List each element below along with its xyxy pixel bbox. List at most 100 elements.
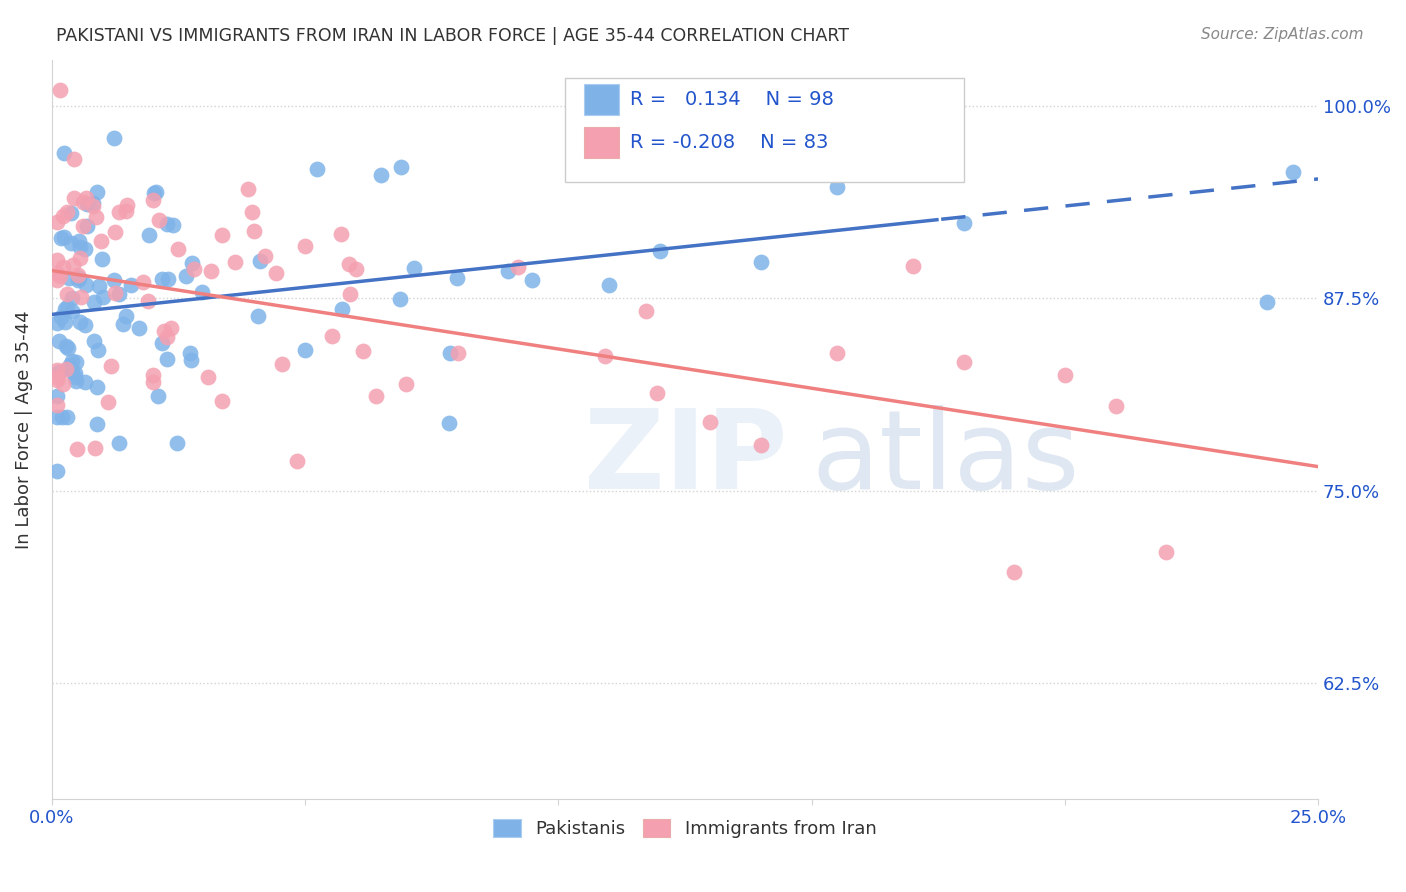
Point xyxy=(395,376,418,391)
Point xyxy=(108,436,131,450)
Point xyxy=(162,218,184,232)
Point xyxy=(84,210,107,224)
Point xyxy=(73,243,96,257)
Point xyxy=(89,235,111,249)
Point xyxy=(156,351,179,366)
Point xyxy=(45,214,67,228)
Point xyxy=(174,268,197,283)
Point xyxy=(45,373,67,387)
Point xyxy=(83,441,105,455)
Point xyxy=(49,310,72,325)
Point xyxy=(45,272,67,286)
Point xyxy=(66,442,89,456)
Point xyxy=(157,272,180,286)
Point xyxy=(60,304,83,318)
Point xyxy=(82,195,104,210)
Point xyxy=(1002,566,1025,580)
Text: R = -0.208    N = 83: R = -0.208 N = 83 xyxy=(630,133,830,152)
Point xyxy=(142,368,165,382)
Point xyxy=(294,343,316,357)
Point xyxy=(67,235,90,249)
Bar xyxy=(583,127,619,158)
Point xyxy=(60,353,83,368)
Point xyxy=(191,285,214,299)
Point xyxy=(60,235,83,250)
Point xyxy=(56,205,79,219)
Point xyxy=(648,244,671,258)
Point xyxy=(107,205,129,219)
Point xyxy=(156,330,179,344)
Text: PAKISTANI VS IMMIGRANTS FROM IRAN IN LABOR FORCE | AGE 35-44 CORRELATION CHART: PAKISTANI VS IMMIGRANTS FROM IRAN IN LAB… xyxy=(56,27,849,45)
Point xyxy=(238,182,260,196)
Point xyxy=(67,268,90,283)
Point xyxy=(337,257,360,271)
Text: Source: ZipAtlas.com: Source: ZipAtlas.com xyxy=(1201,27,1364,42)
Point xyxy=(506,260,529,275)
Point xyxy=(86,379,108,393)
Point xyxy=(1256,295,1278,310)
Point xyxy=(53,301,76,316)
Point xyxy=(141,376,163,390)
Point xyxy=(211,394,233,409)
Point xyxy=(246,309,269,323)
Point xyxy=(166,435,188,450)
Text: atlas: atlas xyxy=(811,405,1080,512)
Point xyxy=(53,146,76,161)
Point xyxy=(952,217,974,231)
Point xyxy=(48,334,70,348)
Legend: Pakistanis, Immigrants from Iran: Pakistanis, Immigrants from Iran xyxy=(486,812,883,846)
Point xyxy=(60,291,83,305)
Point xyxy=(62,152,84,166)
Point xyxy=(55,300,77,314)
Point xyxy=(120,278,142,293)
Point xyxy=(439,346,461,360)
Point xyxy=(330,227,353,241)
Point xyxy=(75,278,97,293)
Point xyxy=(72,194,94,209)
Point xyxy=(100,359,122,373)
Point xyxy=(243,224,266,238)
Point xyxy=(65,374,87,388)
Point xyxy=(83,295,105,310)
Point xyxy=(143,186,166,201)
Point xyxy=(66,272,89,286)
Point xyxy=(69,252,91,266)
Point xyxy=(593,350,616,364)
Point xyxy=(825,345,848,359)
Point xyxy=(447,345,470,359)
Point xyxy=(91,290,114,304)
Point xyxy=(72,219,94,234)
Point xyxy=(200,263,222,277)
Point xyxy=(305,162,328,177)
Text: ZIP: ZIP xyxy=(583,405,787,512)
Point xyxy=(59,359,82,373)
Point xyxy=(55,410,77,425)
Point xyxy=(63,369,86,384)
Point xyxy=(48,365,70,379)
Point xyxy=(117,198,139,212)
Point xyxy=(104,286,127,301)
Point xyxy=(49,268,72,283)
Point xyxy=(366,389,388,403)
Point xyxy=(496,264,519,278)
Point xyxy=(389,161,412,175)
Point xyxy=(86,185,108,199)
Point xyxy=(70,290,93,304)
Point xyxy=(142,193,165,207)
Point xyxy=(183,262,205,277)
Point xyxy=(636,304,658,318)
Point xyxy=(104,225,127,239)
Point xyxy=(69,315,91,329)
Point xyxy=(55,362,77,376)
Point xyxy=(45,316,67,330)
Point xyxy=(330,302,353,317)
Point xyxy=(1281,165,1303,179)
Point xyxy=(851,109,873,123)
Point xyxy=(197,370,219,384)
Bar xyxy=(583,84,619,115)
Point xyxy=(45,464,67,478)
Point xyxy=(67,271,90,285)
Point xyxy=(75,318,97,332)
Point xyxy=(156,217,179,231)
Point xyxy=(45,389,67,403)
